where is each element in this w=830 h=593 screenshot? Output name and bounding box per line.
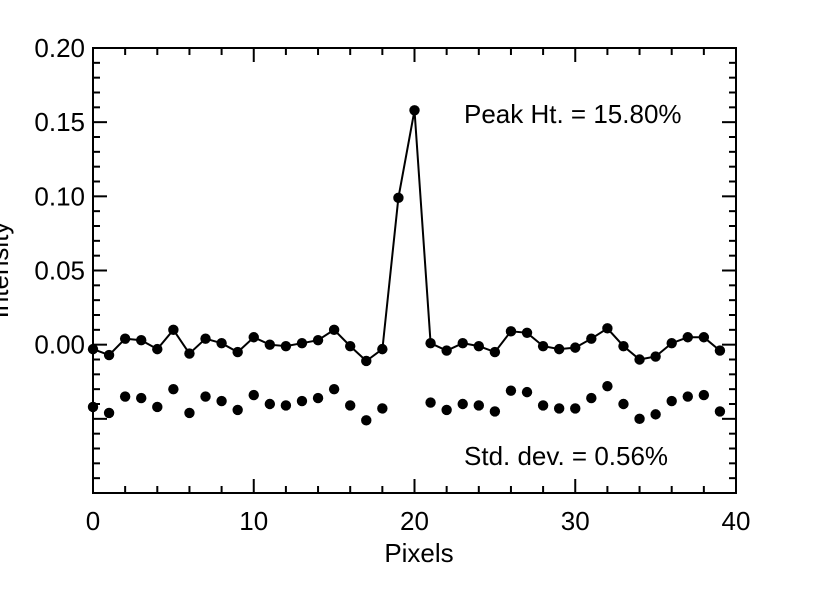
x-tick-label: 20 bbox=[400, 506, 429, 536]
peak-height-annotation: Peak Ht. = 15.80% bbox=[464, 99, 682, 129]
profile-point bbox=[248, 332, 259, 343]
profile-point bbox=[345, 340, 356, 352]
x-tick-labels: 0 10 20 30 40 bbox=[86, 506, 751, 536]
profile-point bbox=[602, 323, 613, 334]
x-tick-label: 40 bbox=[722, 506, 751, 536]
y-tick-label: 0.05 bbox=[34, 256, 85, 286]
y-axis-label: Intensity bbox=[0, 222, 14, 319]
std-dev-annotation: Std. dev. = 0.56% bbox=[464, 441, 668, 471]
profile-point bbox=[537, 340, 549, 352]
residual-point bbox=[618, 398, 629, 410]
y-tick-label: 0.00 bbox=[34, 330, 85, 360]
y-tick-label: 0.20 bbox=[34, 33, 85, 63]
profile-point bbox=[425, 337, 436, 349]
profile-point bbox=[409, 105, 420, 116]
profile-point bbox=[505, 326, 517, 337]
residual-point bbox=[425, 397, 436, 408]
profile-point bbox=[280, 340, 292, 352]
profile-point bbox=[168, 324, 179, 336]
residual-point bbox=[714, 406, 726, 417]
residual-point bbox=[280, 400, 292, 411]
profile-point bbox=[152, 343, 163, 355]
residual-point bbox=[650, 409, 661, 420]
residual-point bbox=[328, 383, 340, 395]
residual-point bbox=[119, 391, 131, 402]
profile-point bbox=[489, 346, 501, 358]
profile-point bbox=[570, 342, 581, 353]
profile-point bbox=[216, 337, 227, 349]
profile-point bbox=[361, 355, 372, 367]
profile-point bbox=[441, 345, 452, 356]
residual-point bbox=[682, 391, 693, 402]
residual-point bbox=[521, 386, 533, 398]
profile-point bbox=[184, 348, 195, 359]
residual-point bbox=[553, 403, 565, 414]
residual-point bbox=[264, 398, 276, 410]
residual-point bbox=[377, 403, 388, 414]
y-tick-labels: 0.00 0.05 0.10 0.15 0.20 bbox=[34, 33, 85, 360]
residual-point bbox=[296, 395, 308, 407]
residual-point bbox=[570, 403, 581, 414]
residual-point bbox=[345, 400, 356, 411]
residual-point bbox=[489, 406, 501, 417]
profile-point bbox=[119, 333, 131, 344]
profile-point bbox=[634, 354, 645, 365]
profile-point bbox=[682, 332, 693, 343]
plot-frame bbox=[92, 47, 737, 494]
residual-point bbox=[168, 383, 179, 395]
residual-point bbox=[248, 389, 259, 401]
profile-point bbox=[393, 192, 404, 204]
x-tick-label: 0 bbox=[86, 506, 100, 536]
residual-point bbox=[634, 413, 645, 425]
residual-point bbox=[698, 389, 710, 401]
profile-point bbox=[296, 337, 308, 349]
residual-point bbox=[312, 392, 324, 404]
x-tick-label: 10 bbox=[239, 506, 268, 536]
profile-point bbox=[312, 335, 324, 346]
residual-point bbox=[441, 404, 452, 416]
x-tick-label: 30 bbox=[561, 506, 590, 536]
x-axis-label: Pixels bbox=[384, 538, 453, 568]
profile-point bbox=[457, 337, 468, 349]
profile-point bbox=[521, 327, 533, 338]
profile-point bbox=[698, 332, 710, 343]
profile-point bbox=[666, 337, 677, 349]
residual-point bbox=[537, 400, 549, 411]
y-tick-label: 0.10 bbox=[34, 181, 85, 211]
profile-point bbox=[618, 340, 629, 352]
profile-point bbox=[232, 346, 243, 358]
residual-point bbox=[361, 415, 372, 426]
y-tick-label: 0.15 bbox=[34, 107, 85, 137]
residual-point bbox=[505, 385, 517, 396]
residual-point bbox=[216, 395, 227, 407]
profile-point bbox=[377, 343, 388, 355]
profile-point bbox=[714, 345, 726, 356]
residual-point bbox=[184, 407, 195, 419]
residual-point bbox=[152, 401, 163, 413]
residual-point bbox=[586, 392, 597, 404]
data-points bbox=[87, 105, 726, 426]
residual-point bbox=[200, 391, 211, 402]
residual-point bbox=[232, 404, 243, 416]
profile-point bbox=[586, 333, 597, 344]
residual-point bbox=[602, 381, 613, 392]
residual-point bbox=[457, 398, 468, 410]
profile-point bbox=[328, 324, 340, 336]
residual-point bbox=[473, 400, 484, 411]
residual-point bbox=[666, 395, 677, 407]
profile-point bbox=[264, 339, 276, 350]
profile-point bbox=[473, 340, 484, 352]
residual-point bbox=[136, 392, 147, 404]
residual-point bbox=[103, 407, 115, 419]
profile-point bbox=[103, 349, 115, 361]
profile-point bbox=[200, 333, 211, 344]
profile-point bbox=[650, 351, 661, 362]
profile-point bbox=[136, 335, 147, 346]
profile-line bbox=[92, 110, 721, 363]
profile-point bbox=[553, 343, 565, 355]
